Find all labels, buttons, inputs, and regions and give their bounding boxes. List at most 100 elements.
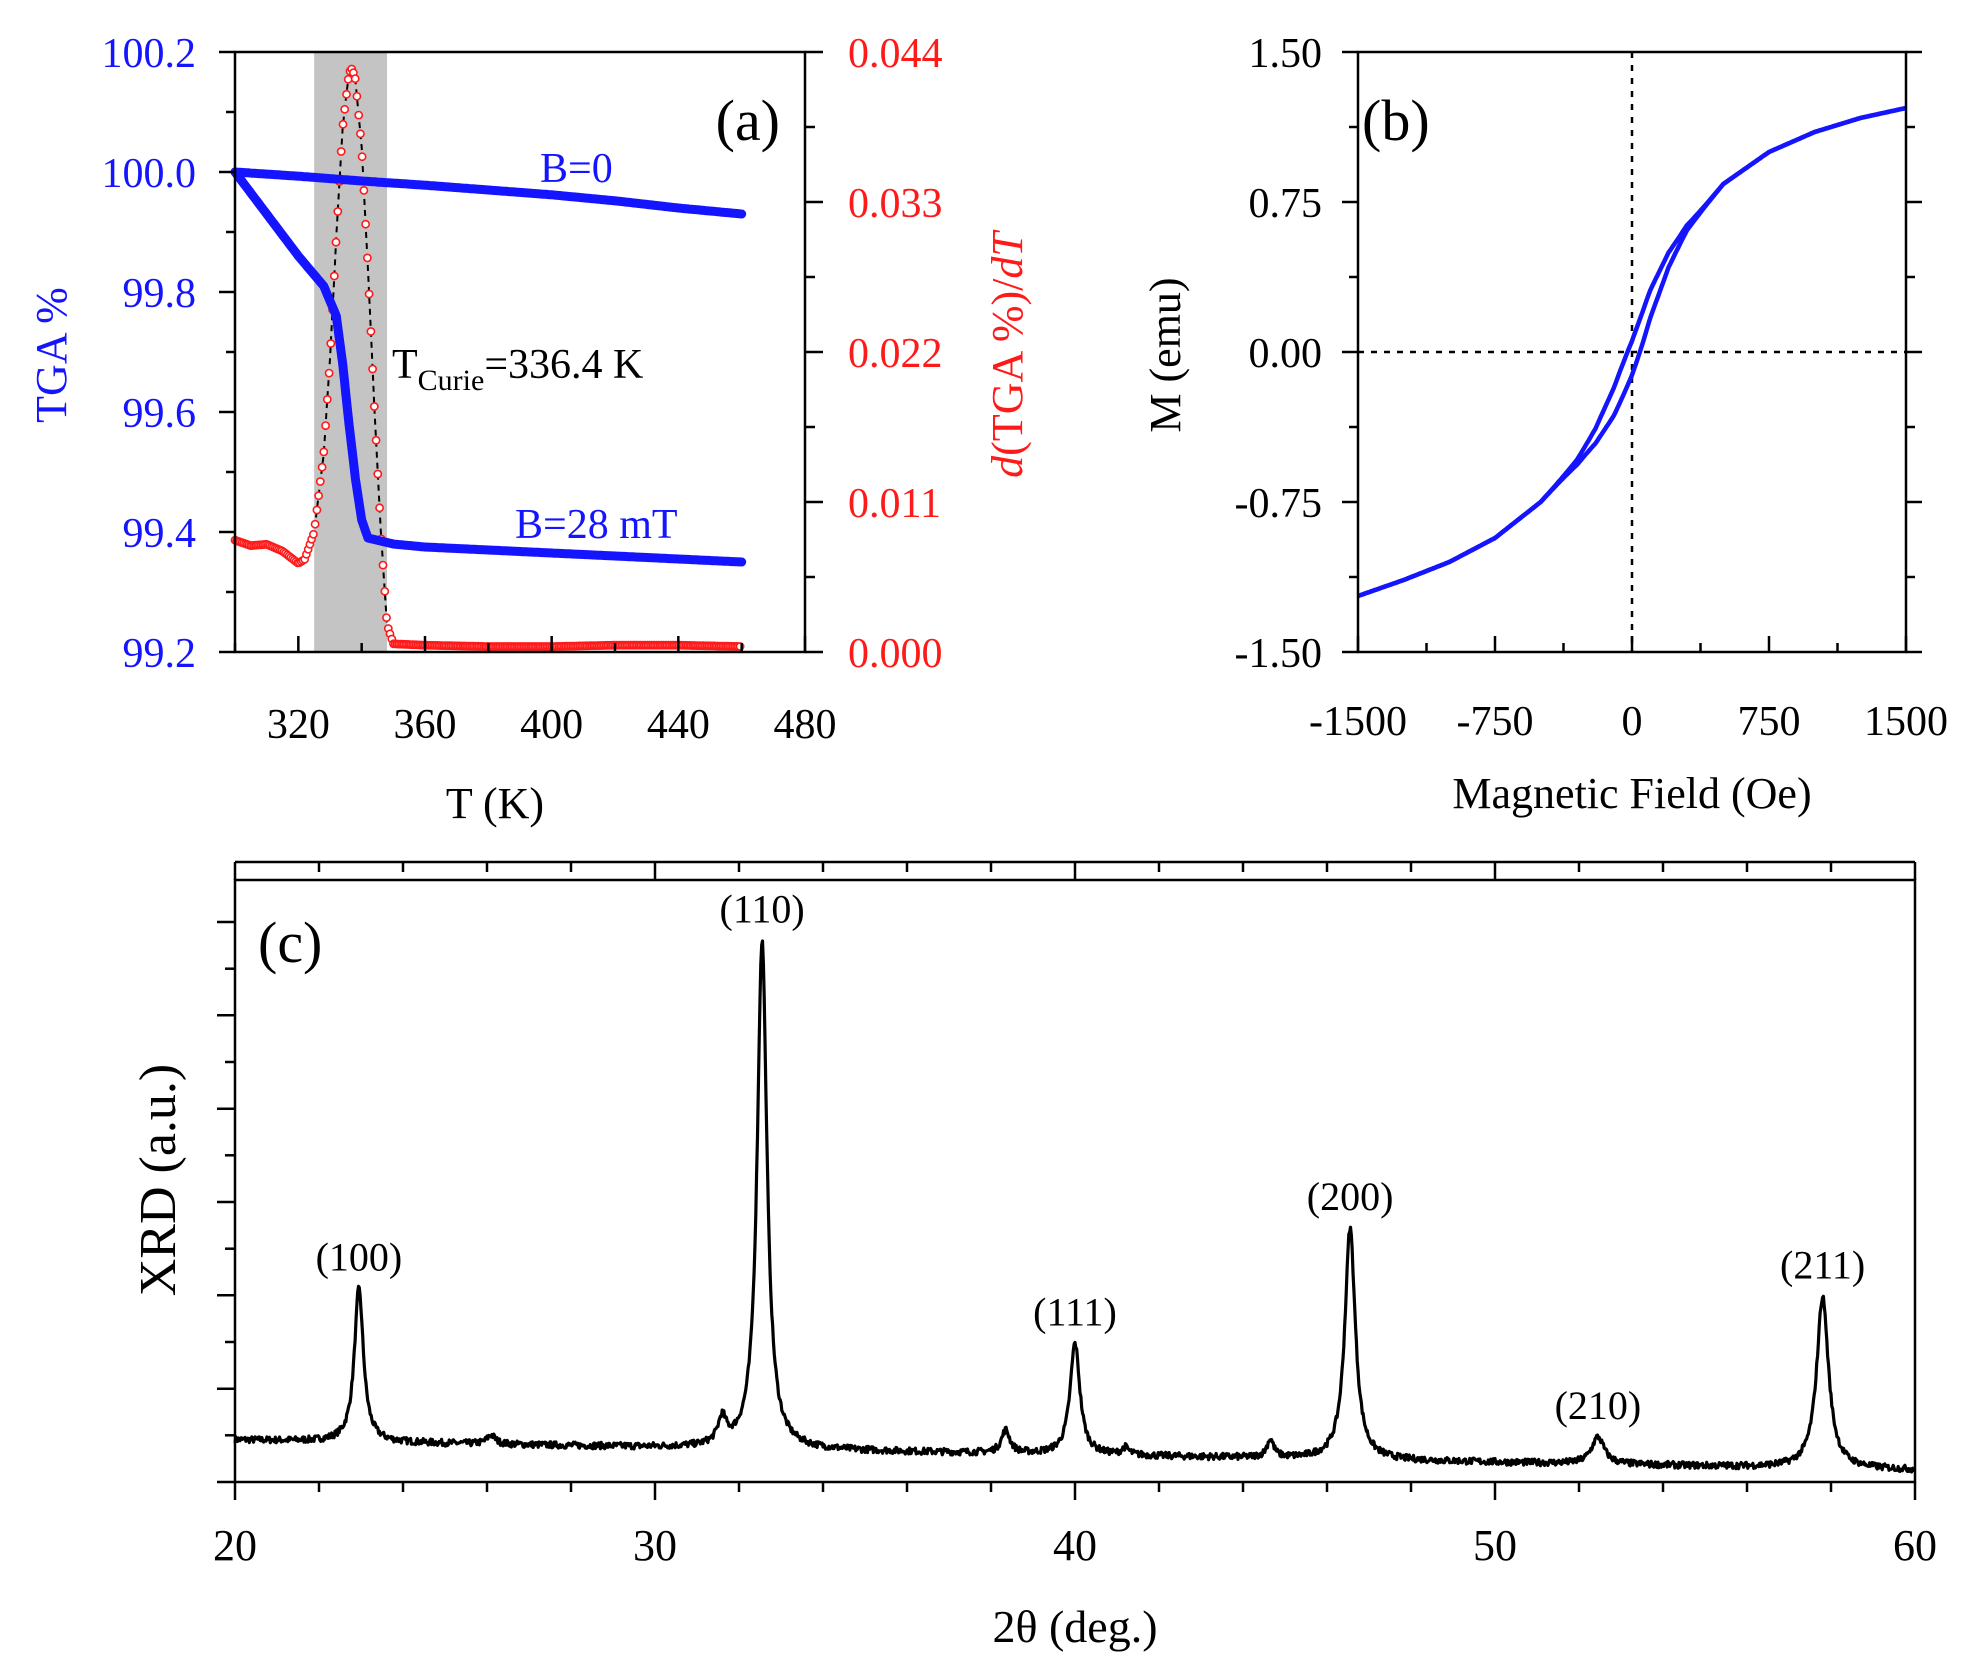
x-tick-label: 60 — [1893, 1521, 1937, 1570]
tga-series-b28-line — [230, 167, 747, 567]
derivative-point — [343, 74, 353, 84]
x-tick-label: 20 — [213, 1521, 257, 1570]
y2-tick-label: 0.000 — [848, 631, 943, 677]
panel-b-ylabel: M (emu) — [1141, 277, 1190, 432]
derivative-point — [331, 237, 341, 247]
panel-c-ylabel: XRD (a.u.) — [130, 1064, 187, 1297]
y-tick-label: -1.50 — [1235, 631, 1323, 677]
derivative-point — [315, 477, 325, 486]
legend-b28: B=28 mT — [515, 502, 678, 548]
x-tick-label: 320 — [267, 702, 330, 748]
derivative-point — [319, 447, 329, 457]
y-tick-label: 100.0 — [102, 151, 197, 197]
derivative-point — [326, 339, 336, 348]
curie-value: =336.4 K — [484, 342, 643, 388]
derivative-point — [362, 253, 372, 263]
derivative-point — [369, 402, 379, 411]
curie-annotation: TCurie=336.4 K — [392, 342, 643, 397]
curie-shaded-band — [314, 52, 387, 652]
derivative-point — [371, 435, 381, 445]
peak-label: (110) — [720, 887, 805, 932]
derivative-point — [317, 462, 327, 472]
xrd-pattern-line — [233, 939, 1916, 1474]
hysteresis-branch-lower — [1357, 105, 1907, 599]
x-tick-label: 0 — [1622, 699, 1643, 745]
panel-a-xlabel: T (K) — [446, 779, 544, 828]
y-tick-label: 99.6 — [123, 391, 197, 437]
x-tick-label: 1500 — [1864, 699, 1948, 745]
derivative-point — [312, 505, 322, 515]
y2-tick-label: 0.033 — [848, 181, 943, 227]
curie-t: T — [392, 342, 418, 388]
panel-b-label: (b) — [1362, 88, 1430, 153]
derivative-point — [361, 219, 370, 229]
derivative-point — [382, 613, 391, 622]
derivative-point — [342, 89, 351, 99]
y-tick-label: 99.2 — [123, 631, 197, 677]
y-tick-label: 1.50 — [1249, 31, 1323, 77]
panel-a-y2label: d(TGA %)/dT — [983, 229, 1032, 478]
derivative-point — [352, 91, 362, 101]
derivative-point — [308, 529, 318, 539]
panel-b-xlabel: Magnetic Field (Oe) — [1452, 769, 1811, 818]
derivative-point — [364, 289, 374, 299]
panel-c-label: (c) — [258, 910, 322, 975]
derivative-point — [359, 185, 369, 195]
y-tick-label: 99.4 — [123, 511, 197, 557]
derivative-point — [329, 271, 339, 281]
curie-sub: Curie — [418, 364, 485, 397]
derivative-point — [322, 394, 332, 404]
y2-tick-label: 0.011 — [848, 481, 941, 527]
derivative-point — [368, 364, 377, 374]
y-tick-label: 100.2 — [102, 31, 197, 77]
panel-a-ylabel: TGA % — [27, 287, 76, 423]
y2label-dt: dT — [983, 229, 1032, 279]
panel-c-frame — [233, 878, 1917, 1484]
x-tick-label: 40 — [1053, 1521, 1097, 1570]
peak-label: (210) — [1555, 1383, 1642, 1428]
y2-tick-label: 0.022 — [848, 331, 943, 377]
derivative-point — [380, 586, 390, 596]
panel-a: 320 360 400 440 480 99.2 99.4 99.6 99.8 100.0 100… — [27, 31, 1032, 828]
tga-series-b0-line — [230, 167, 747, 219]
y-tick-label: 0.00 — [1249, 331, 1323, 377]
x-tick-label: 50 — [1473, 1521, 1517, 1570]
x-tick-label: 750 — [1738, 699, 1801, 745]
x-tick-label: -750 — [1457, 699, 1534, 745]
derivative-point — [354, 110, 364, 120]
y2label-d: d — [983, 455, 1032, 478]
derivative-point — [340, 104, 350, 114]
x-tick-label: 400 — [520, 702, 583, 748]
derivative-point — [336, 147, 346, 156]
y2label-mid: (TGA %)/ — [983, 278, 1032, 456]
x-tick-label: 480 — [774, 702, 837, 748]
derivative-point — [366, 327, 376, 336]
derivative-point — [373, 469, 383, 479]
panel-c-xlabel: 2θ (deg.) — [992, 1601, 1157, 1652]
panel-b: -1500 -750 0 750 1500 -1.50 -0.75 0.00 0.75 1.50… — [1141, 31, 1948, 818]
x-tick-label: 30 — [633, 1521, 677, 1570]
peak-label: (100) — [316, 1235, 403, 1280]
derivative-point — [310, 519, 320, 529]
peak-label: (211) — [1780, 1243, 1865, 1288]
peak-label: (200) — [1307, 1174, 1394, 1219]
y-tick-label: 99.8 — [123, 271, 197, 317]
peak-label: (111) — [1033, 1290, 1117, 1335]
derivative-point — [321, 421, 330, 430]
y-tick-label: -0.75 — [1235, 481, 1323, 527]
derivative-point — [375, 503, 384, 513]
derivative-point — [338, 119, 348, 129]
x-tick-label: 360 — [394, 702, 457, 748]
derivative-point — [314, 491, 323, 501]
y-tick-label: 0.75 — [1249, 181, 1323, 227]
legend-b0: B=0 — [540, 146, 613, 192]
derivative-point — [355, 129, 365, 139]
x-tick-label: 440 — [647, 702, 710, 748]
panel-a-label: (a) — [716, 88, 780, 153]
derivative-point — [324, 368, 334, 378]
panel-c: 20 30 40 50 60 (100) (110) (111) (200) (210) (211… — [130, 860, 1937, 1652]
y2-tick-label: 0.044 — [848, 31, 943, 77]
derivative-point — [350, 74, 360, 84]
derivative-point — [378, 560, 388, 570]
derivative-point — [333, 207, 343, 216]
